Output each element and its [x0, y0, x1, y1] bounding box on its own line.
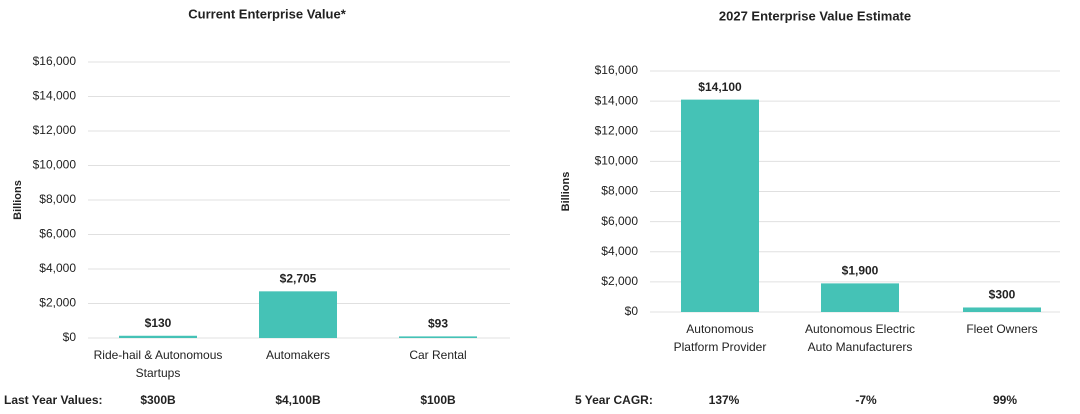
y-tick-label: $8,000	[601, 184, 638, 198]
y-tick-label: $6,000	[601, 214, 638, 228]
y-axis-label: Billions	[560, 172, 572, 212]
value-label: $2,705	[280, 272, 317, 286]
y-tick-label: $16,000	[595, 63, 639, 77]
value-label: $93	[428, 317, 448, 331]
x-tick-label: Ride-hail & Autonomous	[94, 348, 223, 362]
x-tick-label: Startups	[136, 366, 181, 380]
footer-value: $4,100B	[275, 393, 321, 407]
chart-title: 2027 Enterprise Value Estimate	[719, 8, 911, 23]
bar	[259, 291, 337, 338]
bar	[119, 335, 197, 338]
y-tick-label: $14,000	[595, 93, 639, 107]
y-tick-label: $0	[63, 330, 77, 344]
y-tick-label: $0	[625, 304, 639, 318]
bar	[399, 336, 477, 338]
y-tick-label: $4,000	[39, 261, 76, 275]
x-tick-label: Automakers	[266, 348, 330, 362]
footer-value: 137%	[709, 393, 740, 407]
x-tick-label: Auto Manufacturers	[808, 340, 913, 354]
footer-value: 99%	[993, 393, 1017, 407]
value-label: $130	[145, 316, 172, 330]
footer-value: -7%	[855, 393, 877, 407]
footer-label: Last Year Values:	[4, 393, 103, 407]
value-label: $300	[989, 288, 1016, 302]
x-tick-label: Fleet Owners	[966, 322, 1037, 336]
y-tick-label: $12,000	[595, 123, 639, 137]
y-tick-label: $2,000	[39, 296, 76, 310]
x-tick-label: Autonomous	[686, 322, 753, 336]
y-tick-label: $10,000	[33, 158, 77, 172]
footer-value: $300B	[140, 393, 176, 407]
bar	[821, 283, 899, 312]
bar	[963, 307, 1041, 312]
bar	[681, 99, 759, 313]
y-tick-label: $16,000	[33, 54, 77, 68]
value-label: $1,900	[842, 264, 879, 278]
y-tick-label: $8,000	[39, 192, 76, 206]
y-tick-label: $12,000	[33, 123, 77, 137]
value-label: $14,100	[698, 80, 742, 94]
y-tick-label: $6,000	[39, 227, 76, 241]
y-axis-label: Billions	[12, 180, 24, 220]
y-tick-label: $2,000	[601, 274, 638, 288]
y-tick-label: $14,000	[33, 89, 77, 103]
x-tick-label: Car Rental	[409, 348, 466, 362]
chart-title: Current Enterprise Value*	[188, 6, 346, 21]
footer-value: $100B	[420, 393, 456, 407]
footer-label: 5 Year CAGR:	[575, 393, 653, 407]
x-tick-label: Autonomous Electric	[805, 322, 915, 336]
x-tick-label: Platform Provider	[674, 340, 767, 354]
y-tick-label: $10,000	[595, 154, 639, 168]
y-tick-label: $4,000	[601, 244, 638, 258]
